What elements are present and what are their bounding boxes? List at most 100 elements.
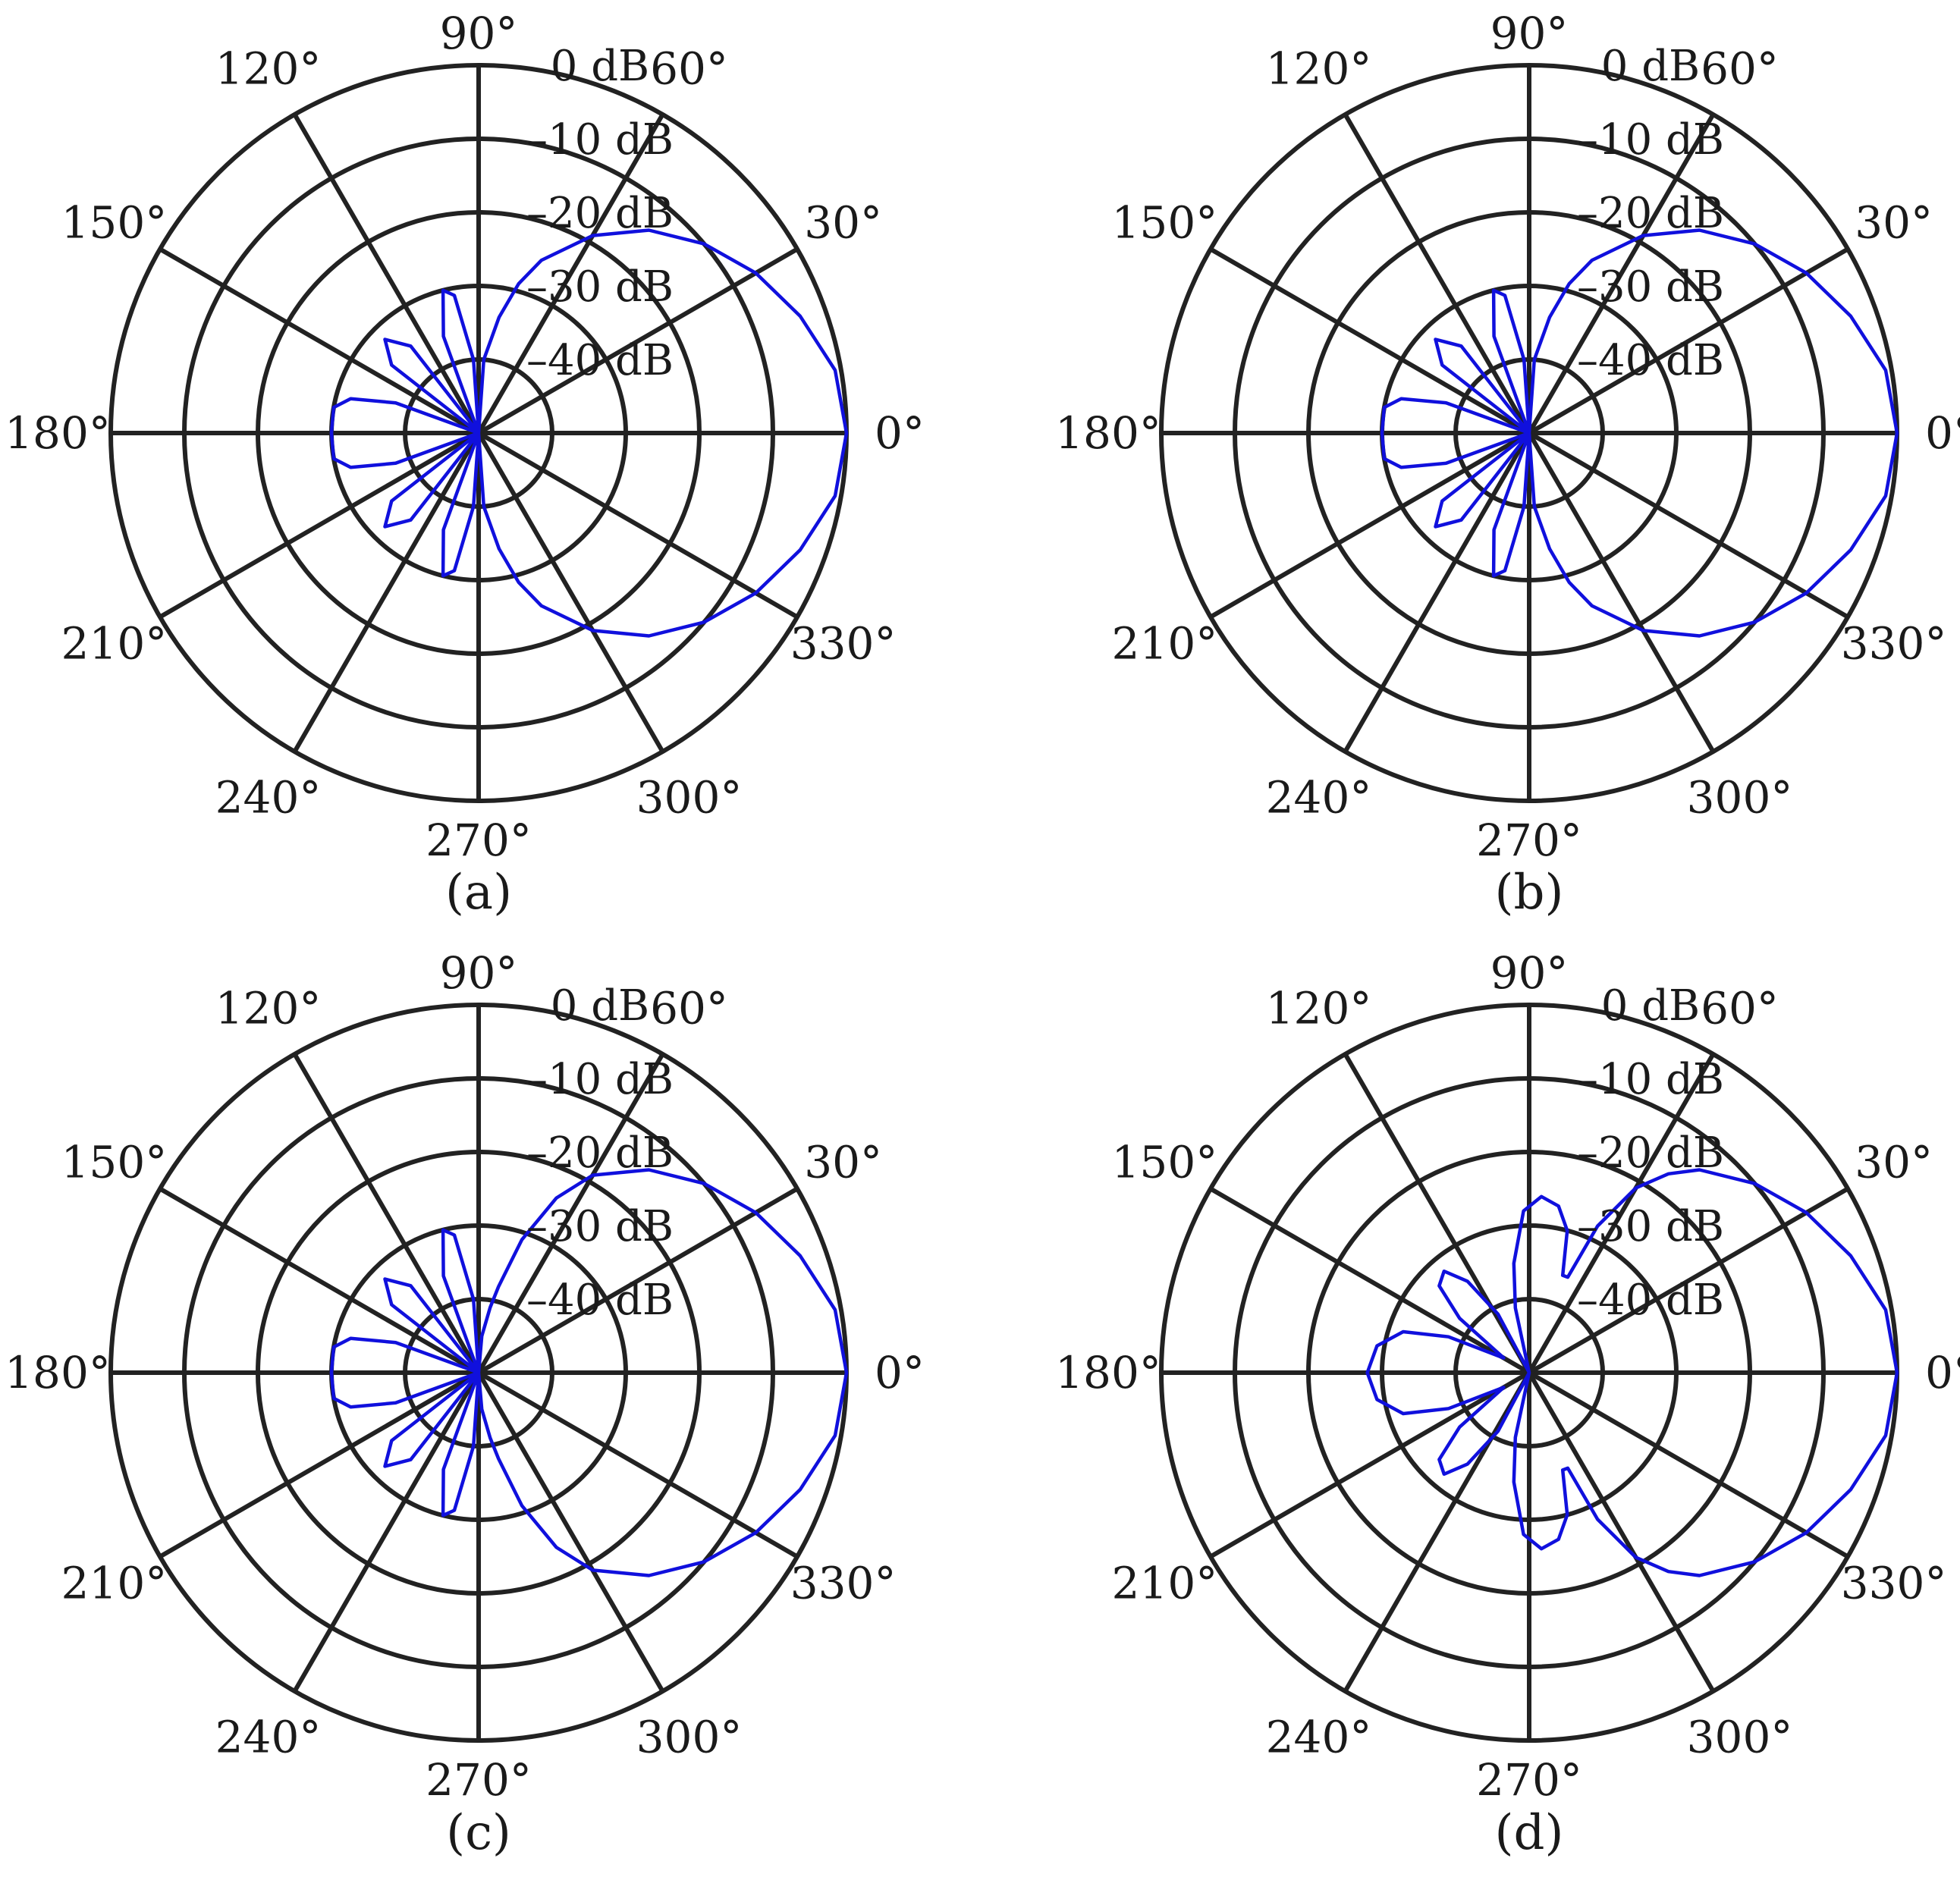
- angle-tick-210: 210°: [61, 1558, 168, 1609]
- angle-tick-240: 240°: [215, 1712, 322, 1763]
- grid-spoke-240: [292, 1371, 481, 1693]
- angle-tick-30: 30°: [1855, 197, 1933, 249]
- grid-spoke-330: [1528, 1370, 1849, 1559]
- angle-tick-60: 60°: [1701, 42, 1779, 94]
- angle-tick-60: 60°: [650, 42, 728, 94]
- grid-spoke-330: [477, 1370, 799, 1559]
- grid-spoke-60: [476, 113, 665, 435]
- angle-tick-0: 0°: [875, 407, 925, 459]
- radial-tick-0: 0 dB: [1601, 981, 1700, 1031]
- radial-tick-2: –20 dB: [526, 189, 674, 238]
- grid-spoke-150: [159, 246, 480, 435]
- angle-tick-30: 30°: [804, 1137, 882, 1188]
- angle-tick-180: 180°: [1055, 407, 1161, 459]
- panel-caption: (b): [1495, 865, 1564, 921]
- grid-spoke-240: [1343, 432, 1531, 753]
- angle-tick-270: 270°: [1476, 1754, 1582, 1806]
- radial-tick-0: 0 dB: [551, 981, 649, 1031]
- angle-tick-300: 300°: [636, 772, 743, 824]
- angle-tick-330: 330°: [1841, 1558, 1947, 1609]
- radial-tick-1: –10 dB: [526, 115, 674, 165]
- grid-spoke-30: [477, 246, 799, 435]
- radial-tick-1: –10 dB: [526, 1055, 674, 1104]
- angle-tick-150: 150°: [1112, 1137, 1218, 1188]
- angle-tick-330: 330°: [1841, 618, 1947, 670]
- radiation-pattern-line: [1365, 1168, 1899, 1577]
- angle-tick-180: 180°: [1055, 1347, 1161, 1398]
- angle-tick-90: 90°: [1490, 8, 1569, 59]
- grid-spoke-300: [476, 432, 665, 753]
- grid-spoke-300: [476, 1371, 665, 1693]
- angle-tick-90: 90°: [440, 8, 518, 59]
- radial-tick-2: –20 dB: [1577, 1128, 1724, 1178]
- grid-spoke-210: [159, 431, 480, 620]
- radial-tick-4: –40 dB: [526, 336, 674, 385]
- grid-spoke-240: [1343, 1371, 1531, 1693]
- radial-tick-3: –30 dB: [1577, 262, 1724, 312]
- angle-tick-0: 0°: [875, 1347, 925, 1398]
- grid-spoke-30: [477, 1186, 799, 1375]
- grid-spoke-150: [1209, 246, 1531, 435]
- radial-tick-3: –30 dB: [1577, 1202, 1724, 1251]
- radiation-pattern-line: [329, 1168, 849, 1577]
- grid-spoke-150: [159, 1186, 480, 1375]
- radiation-pattern-line: [329, 228, 849, 638]
- polar-chart-a: 0° 30° 60° 90° 120° 150° 180° 210° 240° 270° 300° 3…: [5, 8, 925, 921]
- radial-tick-1: –10 dB: [1577, 115, 1724, 165]
- radial-tick-2: –20 dB: [1577, 189, 1724, 238]
- angle-tick-150: 150°: [1112, 197, 1218, 249]
- angle-tick-270: 270°: [426, 1754, 532, 1806]
- angle-tick-150: 150°: [61, 197, 168, 249]
- panel-caption: (d): [1495, 1805, 1564, 1861]
- angle-tick-180: 180°: [5, 407, 111, 459]
- panel-caption: (a): [445, 865, 512, 921]
- polar-chart-b: 0° 30° 60° 90° 120° 150° 180° 210° 240° 270° 300° 3…: [1055, 8, 1960, 921]
- grid-spoke-30: [1528, 246, 1849, 435]
- polar-chart-c: 0° 30° 60° 90° 120° 150° 180° 210° 240° 270° 300° 3…: [5, 947, 925, 1861]
- radial-tick-0: 0 dB: [551, 42, 649, 91]
- angle-tick-60: 60°: [650, 982, 728, 1034]
- angle-tick-30: 30°: [804, 197, 882, 249]
- radial-tick-2: –20 dB: [526, 1128, 674, 1178]
- grid-spoke-330: [1528, 431, 1849, 620]
- grid-spoke-210: [1209, 431, 1531, 620]
- grid-spoke-150: [1209, 1186, 1531, 1375]
- angle-tick-330: 330°: [790, 618, 897, 670]
- angle-tick-90: 90°: [440, 947, 518, 999]
- radial-tick-3: –30 dB: [526, 262, 674, 312]
- grid-spoke-240: [292, 432, 481, 753]
- radial-tick-4: –40 dB: [526, 1276, 674, 1325]
- angle-tick-0: 0°: [1925, 1347, 1960, 1398]
- grid-spoke-120: [292, 113, 481, 435]
- angle-tick-120: 120°: [215, 42, 322, 94]
- grid-spoke-60: [476, 1053, 665, 1374]
- grid-spoke-120: [1343, 113, 1531, 435]
- grid-spoke-300: [1527, 1371, 1716, 1693]
- angle-tick-330: 330°: [790, 1558, 897, 1609]
- angle-tick-90: 90°: [1490, 947, 1569, 999]
- grid-spoke-30: [1528, 1186, 1849, 1375]
- angle-tick-120: 120°: [1266, 982, 1372, 1034]
- grid-spoke-300: [1527, 432, 1716, 753]
- angle-tick-150: 150°: [61, 1137, 168, 1188]
- angle-tick-210: 210°: [61, 618, 168, 670]
- polar-chart-d: 0° 30° 60° 90° 120° 150° 180° 210° 240° 270° 300° 3…: [1055, 947, 1960, 1861]
- grid-spoke-210: [159, 1370, 480, 1559]
- radial-tick-4: –40 dB: [1577, 336, 1724, 385]
- angle-tick-180: 180°: [5, 1347, 111, 1398]
- grid-spoke-120: [1343, 1053, 1531, 1374]
- angle-tick-240: 240°: [1266, 772, 1372, 824]
- angle-tick-60: 60°: [1701, 982, 1779, 1034]
- angle-tick-120: 120°: [1266, 42, 1372, 94]
- radial-tick-4: –40 dB: [1577, 1276, 1724, 1325]
- angle-tick-300: 300°: [1687, 1712, 1793, 1763]
- angle-tick-300: 300°: [1687, 772, 1793, 824]
- radial-tick-0: 0 dB: [1601, 42, 1700, 91]
- grid-spoke-120: [292, 1053, 481, 1374]
- angle-tick-0: 0°: [1925, 407, 1960, 459]
- grid-spoke-60: [1527, 1053, 1716, 1374]
- angle-tick-30: 30°: [1855, 1137, 1933, 1188]
- angle-tick-270: 270°: [1476, 815, 1582, 866]
- radial-tick-3: –30 dB: [526, 1202, 674, 1251]
